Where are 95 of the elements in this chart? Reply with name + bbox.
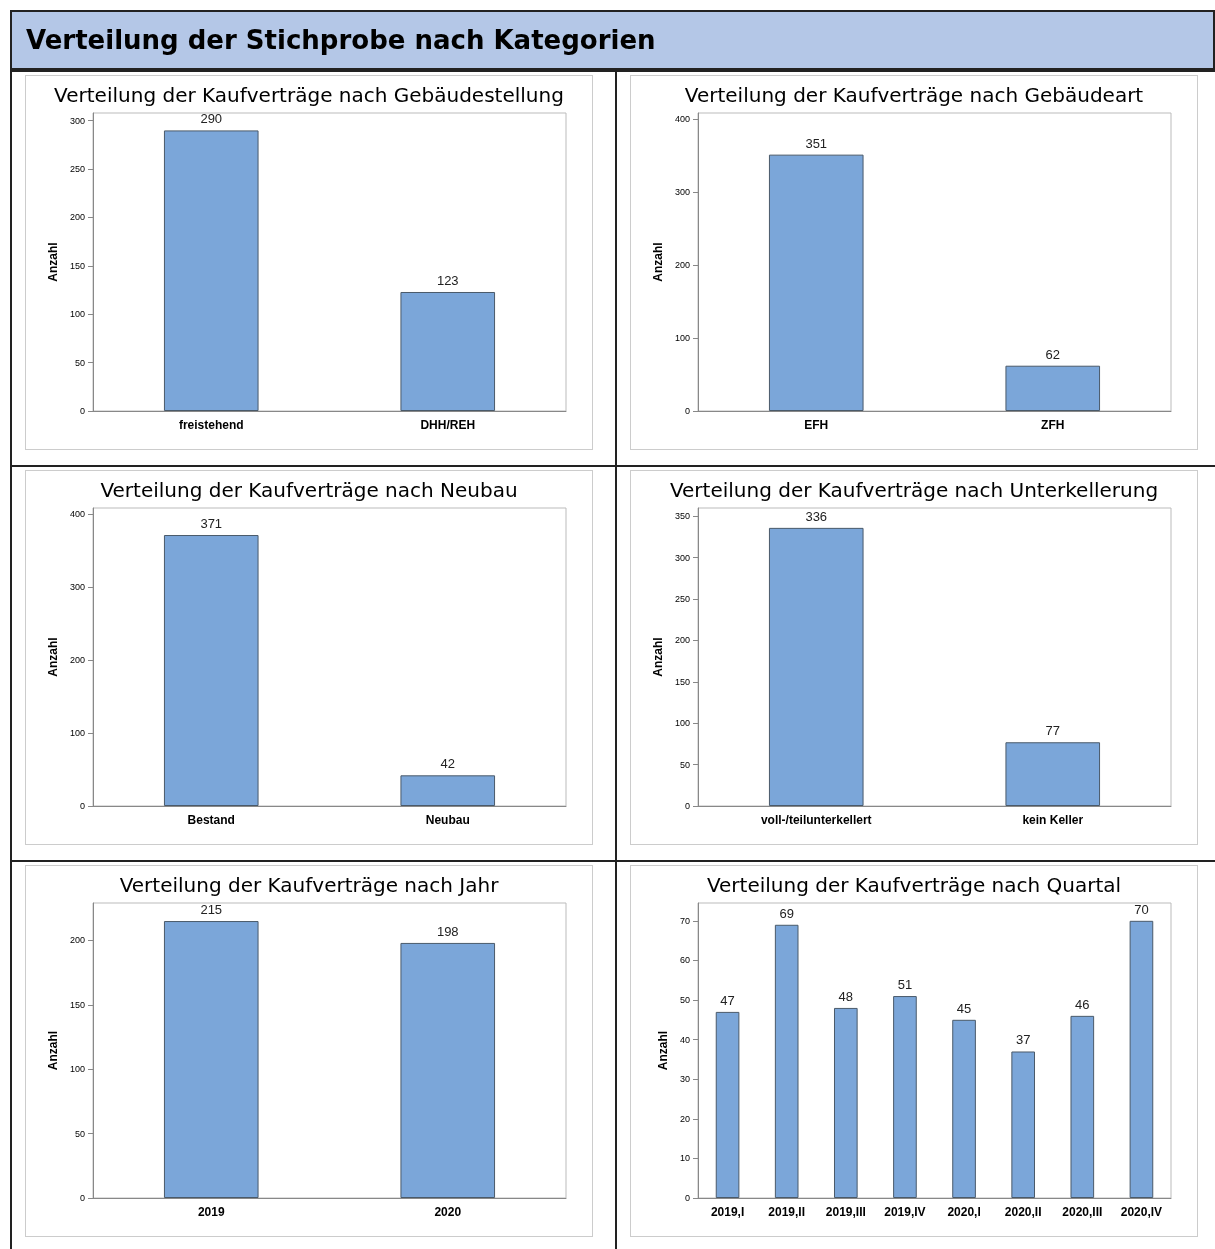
y-tick-label: 200	[674, 635, 690, 646]
y-axis-title: Anzahl	[46, 637, 61, 677]
y-tick-label: 30	[679, 1074, 690, 1085]
x-tick-label: 2019,III	[825, 1205, 866, 1219]
bar	[893, 996, 917, 1198]
x-tick-label: 2020,II	[1004, 1205, 1042, 1219]
y-tick-label: 150	[69, 260, 85, 271]
y-tick-label: 150	[69, 999, 85, 1010]
x-tick-label: 2019	[197, 1205, 225, 1219]
y-tick-label: 20	[679, 1113, 690, 1124]
data-label: 77	[1045, 723, 1060, 739]
y-tick-label: 300	[674, 552, 690, 563]
data-label: 70	[1134, 901, 1149, 917]
data-label: 123	[436, 272, 459, 288]
y-tick-label: 70	[679, 915, 690, 926]
x-tick-label: freistehend	[178, 418, 244, 432]
data-label: 351	[805, 135, 828, 151]
y-tick-label: 100	[674, 718, 690, 729]
y-tick-label: 100	[69, 1064, 85, 1075]
y-tick-label: 0	[684, 801, 690, 811]
y-tick-label: 300	[69, 115, 85, 126]
y-tick-label: 10	[679, 1153, 690, 1164]
x-tick-label: 2020,III	[1062, 1205, 1103, 1219]
y-tick-label: 300	[69, 581, 85, 592]
y-tick-label: 50	[679, 995, 690, 1006]
y-axis-title: Anzahl	[651, 242, 666, 282]
x-tick-label: Bestand	[187, 813, 235, 827]
data-label: 336	[805, 508, 828, 524]
y-tick-label: 0	[79, 1193, 85, 1203]
chart-title: Verteilung der Kaufverträge nach Unterkellerung	[669, 478, 1159, 502]
y-tick-label: 50	[74, 1128, 85, 1139]
data-label: 42	[440, 756, 455, 772]
chart-title: Verteilung der Kaufverträge nach Gebäudestellung	[54, 83, 564, 107]
bar	[774, 924, 799, 1198]
y-tick-label: 50	[74, 357, 85, 368]
chart-title: Verteilung der Kaufverträge nach Quartal	[706, 873, 1122, 897]
y-tick-label: 200	[69, 212, 85, 223]
x-tick-label: 2020,IV	[1120, 1205, 1163, 1219]
y-tick-label: 40	[679, 1034, 690, 1045]
y-tick-label: 100	[69, 727, 85, 738]
y-tick-label: 250	[674, 594, 690, 605]
chart-title: Verteilung der Kaufverträge nach Neubau	[100, 478, 518, 502]
y-tick-label: 150	[674, 676, 690, 687]
data-label: 37	[1015, 1032, 1031, 1048]
bar	[715, 1011, 740, 1198]
x-tick-label: EFH	[804, 418, 829, 432]
y-tick-label: 100	[69, 309, 85, 320]
x-tick-label: 2019,II	[768, 1205, 806, 1219]
data-label: 215	[200, 902, 223, 918]
chart-title: Verteilung der Kaufverträge nach Gebäudeart	[684, 83, 1144, 107]
y-axis-title: Anzahl	[651, 637, 666, 677]
data-label: 198	[436, 923, 459, 939]
data-label: 47	[720, 992, 735, 1008]
y-tick-label: 0	[79, 801, 85, 811]
y-axis-title: Anzahl	[656, 1030, 671, 1071]
data-label: 48	[838, 988, 854, 1004]
y-tick-label: 200	[674, 259, 690, 270]
y-tick-label: 400	[69, 508, 85, 519]
y-tick-label: 60	[679, 955, 690, 966]
y-tick-label: 50	[679, 759, 690, 770]
y-tick-label: 200	[69, 654, 85, 665]
bar	[1011, 1051, 1036, 1198]
bar	[833, 1007, 858, 1198]
chart-title: Verteilung der Kaufverträge nach Jahr	[119, 873, 500, 897]
y-tick-label: 400	[674, 113, 690, 124]
data-label: 45	[956, 1000, 972, 1016]
x-tick-label: 2020,I	[947, 1205, 981, 1219]
y-tick-label: 0	[684, 1193, 690, 1203]
text: Verteilung der Stichprobe nach Kategorien	[10, 10, 1215, 70]
y-tick-label: 250	[69, 164, 85, 175]
data-label: 51	[897, 977, 913, 993]
y-tick-label: 200	[69, 935, 85, 946]
data-label: 371	[200, 516, 223, 532]
x-tick-label: 2020	[434, 1205, 462, 1219]
data-label: 62	[1045, 346, 1060, 362]
x-tick-label: 2019,I	[710, 1205, 745, 1219]
y-tick-label: 0	[684, 406, 690, 416]
x-tick-label: ZFH	[1041, 418, 1065, 432]
x-tick-label: voll-/teilunterkellert	[760, 813, 872, 827]
bar	[1070, 1015, 1095, 1198]
x-tick-label: DHH/REH	[420, 418, 476, 432]
data-label: 69	[779, 905, 794, 921]
data-label: 290	[200, 111, 223, 127]
data-label: 46	[1075, 996, 1090, 1012]
y-tick-label: 0	[79, 406, 85, 416]
y-tick-label: 350	[674, 511, 690, 522]
bar	[952, 1019, 976, 1198]
y-axis-title: Anzahl	[46, 1030, 61, 1071]
x-tick-label: Neubau	[425, 813, 470, 827]
y-tick-label: 300	[674, 186, 690, 197]
y-axis-title: Anzahl	[46, 242, 61, 282]
x-tick-label: kein Keller	[1022, 813, 1084, 827]
x-tick-label: 2019,IV	[884, 1205, 926, 1219]
y-tick-label: 100	[674, 332, 690, 343]
bar	[1129, 920, 1154, 1198]
